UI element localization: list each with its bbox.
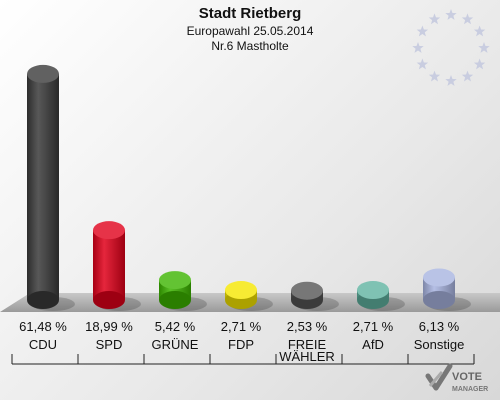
value-label: 2,53 % [287,319,328,334]
star [416,58,429,70]
bar-base [423,291,455,309]
value-label: 18,99 % [85,319,133,334]
value-label: 2,71 % [221,319,262,334]
star [428,70,441,82]
bar-top [291,281,323,300]
category-label: WÄHLER [279,349,335,364]
bar-top [225,281,257,300]
value-label: 6,13 % [419,319,460,334]
bar [423,268,455,309]
star [461,13,474,25]
value-labels: 61,48 % 18,99 % 5,42 % 2,71 % 2,53 % 2,71 % 6,… [19,319,460,334]
star [412,42,424,53]
bar-top [93,221,125,240]
star [473,58,486,70]
star [473,25,486,37]
category-label: FDP [228,337,254,352]
bars [27,64,455,309]
bar-top [423,268,455,287]
star [416,25,429,37]
bar [357,281,389,309]
bar [27,64,59,309]
chart-title: Stadt Rietberg [198,5,302,22]
vote-manager-logo: VOTE MANAGER [425,363,488,393]
bar [291,281,323,309]
category-label: AfD [362,337,384,352]
bar-body [93,230,125,300]
value-label: 61,48 % [19,319,67,334]
category-label: Sonstige [414,337,465,352]
category-label: CDU [29,337,57,352]
star [445,75,457,86]
category-label: FREIE [288,337,327,352]
bar-top [27,64,59,83]
logo-line1: VOTE [452,371,482,383]
bar-body [27,73,59,300]
star [478,42,490,53]
value-label: 5,42 % [155,319,196,334]
category-label: GRÜNE [152,337,199,352]
chart-district: Nr.6 Mastholte [211,39,289,53]
category-label: SPD [96,337,123,352]
value-label: 2,71 % [353,319,394,334]
bar [225,281,257,309]
star [461,70,474,82]
bar-base [159,291,191,309]
logo-line2: MANAGER [452,386,488,393]
bar-top [159,271,191,290]
star [428,13,441,25]
category-axis [11,354,475,365]
chart-subtitle: Europawahl 25.05.2014 [186,24,314,38]
eu-stars-icon [412,9,490,86]
bar-base [93,291,125,309]
bar [159,271,191,309]
star [445,9,457,20]
bar [93,221,125,309]
bar-top [357,281,389,300]
bar-base [27,291,59,309]
vote-check-icon [425,363,453,391]
